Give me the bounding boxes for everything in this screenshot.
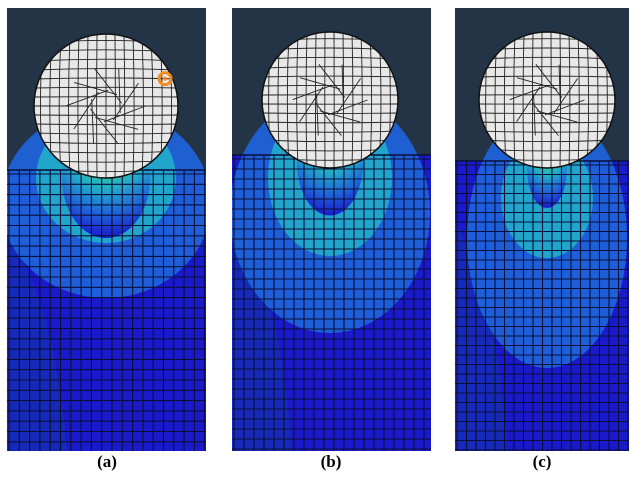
reference-point-marker [157, 71, 173, 87]
fem-contact-plot-c [455, 8, 629, 451]
caption-a: (a) [97, 452, 117, 471]
indenter-sphere [262, 32, 398, 168]
caption-c: (c) [532, 452, 552, 471]
panel-c [455, 8, 629, 451]
sphere-outline [261, 31, 399, 169]
low-stress-region-left [7, 230, 67, 451]
sphere-outline [33, 33, 179, 179]
indenter-sphere [479, 32, 615, 168]
panel-a [7, 8, 206, 451]
panel-b [232, 8, 431, 451]
fem-contact-plot-b [232, 8, 431, 451]
caption-b: (b) [320, 452, 342, 471]
fem-contact-plot-a [7, 8, 206, 451]
sphere-outline [478, 31, 616, 169]
mesh-grid [7, 170, 206, 451]
